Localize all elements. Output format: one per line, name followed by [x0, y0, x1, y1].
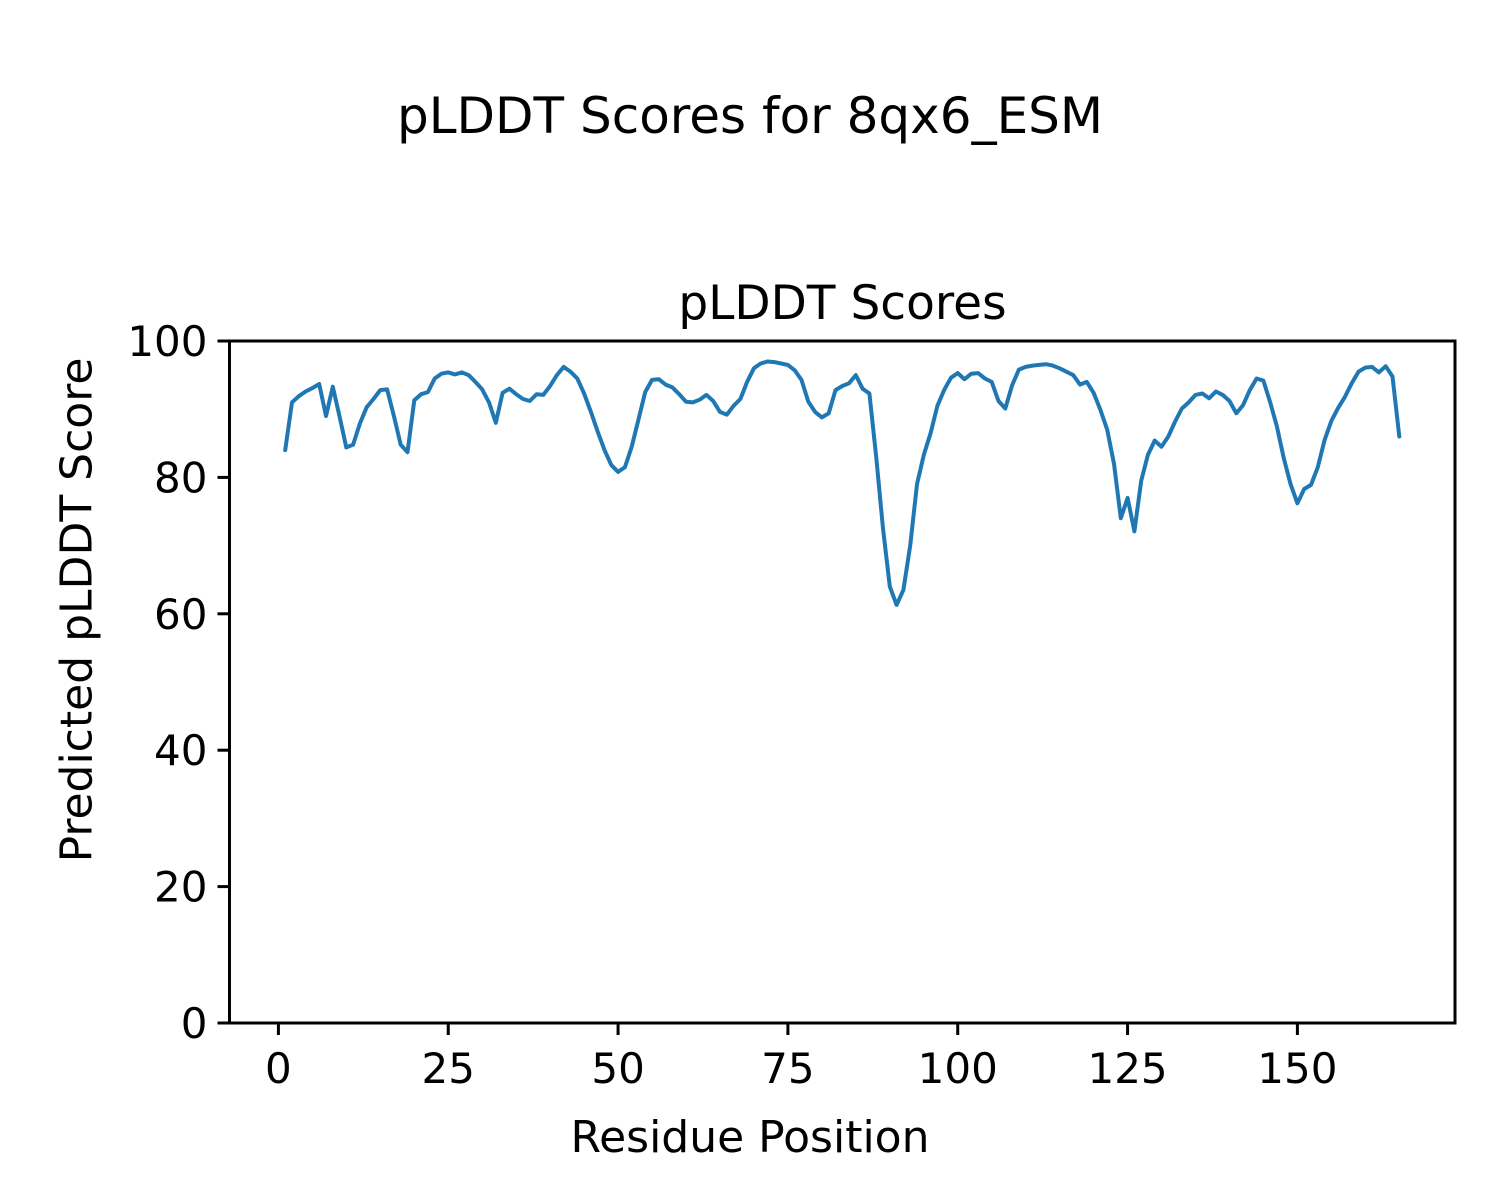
x-tick-label: 0 [265, 1044, 292, 1093]
y-tick-label: 60 [154, 590, 207, 639]
plddt-score-line [283, 359, 1402, 607]
x-tick-label: 50 [591, 1044, 644, 1093]
y-tick-label: 40 [154, 726, 207, 775]
x-tick-label: 75 [761, 1044, 814, 1093]
y-tick-label: 100 [127, 317, 207, 366]
y-tick-label: 20 [154, 863, 207, 912]
figure-title: pLDDT Scores for 8qx6_ESM [396, 87, 1104, 145]
y-tick-label: 80 [154, 453, 207, 502]
y-axis-label: Predicted pLDDT Score [51, 357, 103, 863]
y-tick-label: 0 [181, 999, 208, 1048]
x-tick-label: 100 [918, 1044, 998, 1093]
x-tick-label: 25 [422, 1044, 475, 1093]
axes-title: pLDDT Scores [678, 276, 1007, 331]
axes-spines [228, 339, 1457, 1025]
x-tick-label: 125 [1087, 1044, 1167, 1093]
x-axis-label: Residue Position [570, 1112, 930, 1163]
x-tick-label: 150 [1257, 1044, 1337, 1093]
